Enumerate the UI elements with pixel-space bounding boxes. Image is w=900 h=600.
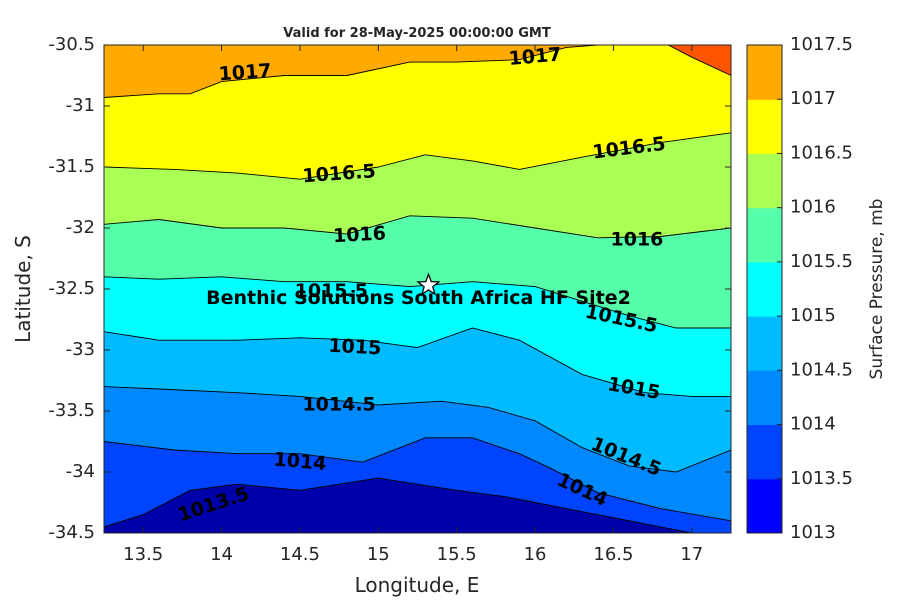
contour-label: 1017 <box>218 60 272 86</box>
band-fill-1017.5 <box>663 45 731 76</box>
colorbar-tick-label: 1015.5 <box>790 251 853 272</box>
contour-line-1017.5 <box>668 45 731 76</box>
colorbar: 1013 1013.5 1014 1014.5 1015 1015.5 1016 1016.5… <box>746 34 853 543</box>
x-axis-ticks: 13.5 14 14.5 15 15.5 16 16.5 17 <box>123 45 703 565</box>
colorbar-segment <box>747 261 782 317</box>
colorbar-label: Surface Pressure, mb <box>867 199 887 380</box>
x-tick-label: 14.5 <box>280 544 320 565</box>
y-tick-label: -31.5 <box>48 156 95 177</box>
contour-label: 1016.5 <box>302 160 377 187</box>
contour-line-1016 <box>104 215 731 239</box>
y-tick-label: -31 <box>66 95 95 116</box>
y-tick-label: -33 <box>66 339 95 360</box>
y-tick-label: -32.5 <box>48 278 95 299</box>
colorbar-segment <box>747 316 782 371</box>
contour-label: 1016 <box>611 229 664 251</box>
band-fill-1017 <box>104 45 731 98</box>
y-axis-ticks: -30.5 -31 -31.5 -32 -32.5 -33 -33.5 -34 -34.5 <box>48 34 731 543</box>
x-tick-label: 16 <box>524 544 547 565</box>
contour-line-1013.5 <box>104 477 692 533</box>
colorbar-tick-label: 1013 <box>790 522 836 543</box>
contour-line-1014 <box>104 437 731 522</box>
site-marker-group: Benthic Solutions South Africa HF Site2 <box>206 272 631 309</box>
colorbar-tick-label: 1014.5 <box>790 359 853 380</box>
contour-line-1014.5 <box>104 386 731 473</box>
y-axis-label: Latitude, S <box>11 235 35 343</box>
colorbar-frame <box>746 44 783 534</box>
colorbar-tick-label: 1016 <box>790 197 836 218</box>
colorbar-segment <box>747 153 782 209</box>
contour-label: 1015 <box>328 335 382 360</box>
x-tick-label: 14 <box>210 544 233 565</box>
colorbar-tick-label: 1017 <box>790 88 836 109</box>
colorbar-segment <box>747 478 782 534</box>
site-marker-star <box>416 272 441 296</box>
contour-fills <box>104 45 731 533</box>
colorbar-segment <box>747 370 782 426</box>
contour-label: 1016 <box>332 222 386 247</box>
colorbar-segment <box>747 207 782 263</box>
colorbar-tick-label: 1014 <box>790 414 836 435</box>
contour-lines <box>104 45 731 533</box>
x-axis-label: Longitude, E <box>355 573 480 597</box>
site-marker-label: Benthic Solutions South Africa HF Site2 <box>206 287 631 309</box>
contour-line-1016.5 <box>104 132 731 180</box>
x-tick-label: 17 <box>680 544 703 565</box>
y-tick-label: -34 <box>66 461 95 482</box>
y-tick-label: -34.5 <box>48 522 95 543</box>
x-tick-label: 16.5 <box>593 544 633 565</box>
contour-line-1015 <box>104 327 731 397</box>
contour-label: 1014.5 <box>302 393 375 415</box>
contour-label: 1015.5 <box>295 280 368 302</box>
y-tick-label: -30.5 <box>48 34 95 55</box>
colorbar-tick-label: 1016.5 <box>790 142 853 163</box>
chart-title: Valid for 28-May-2025 00:00:00 GMT <box>283 26 551 41</box>
colorbar-segment <box>747 99 782 154</box>
colorbar-segment <box>747 424 782 480</box>
contour-line-1017 <box>104 45 598 98</box>
contour-line-1015.5 <box>104 276 731 329</box>
band-fill-1016.5 <box>104 45 731 180</box>
y-tick-label: -33.5 <box>48 400 95 421</box>
x-tick-label: 15.5 <box>437 544 477 565</box>
y-tick-label: -32 <box>66 217 95 238</box>
x-tick-label: 13.5 <box>123 544 163 565</box>
contour-label: 1014 <box>273 448 328 475</box>
colorbar-tick-label: 1015 <box>790 305 836 326</box>
x-tick-label: 15 <box>367 544 390 565</box>
colorbar-tick-label: 1017.5 <box>790 34 853 55</box>
colorbar-tick-label: 1013.5 <box>790 468 853 489</box>
colorbar-segment <box>747 45 782 100</box>
